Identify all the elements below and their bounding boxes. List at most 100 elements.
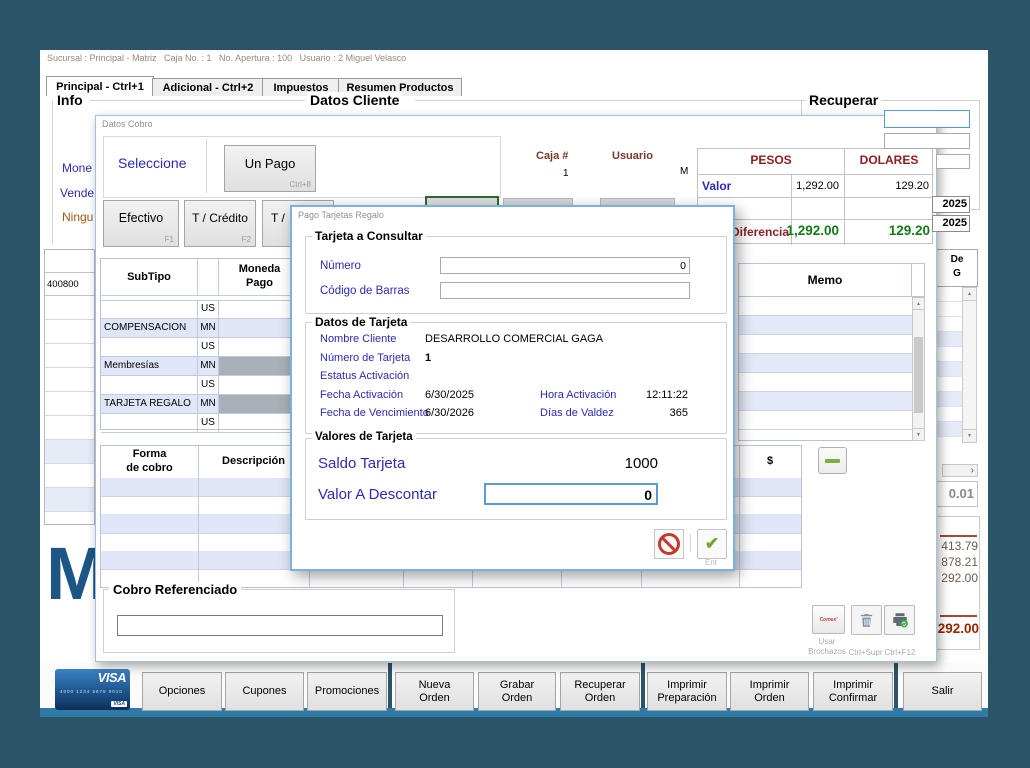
grid-row[interactable] — [937, 287, 962, 302]
subtotal-1: 413.79 — [941, 539, 978, 553]
total-rule — [940, 615, 977, 617]
reprint-button[interactable] — [884, 605, 915, 635]
left-grid-cell[interactable] — [45, 392, 94, 416]
grid-row[interactable] — [937, 302, 962, 317]
memo-row[interactable] — [739, 354, 912, 373]
scroll-right-icon[interactable]: › — [942, 464, 978, 477]
subtipo-row[interactable]: US — [101, 338, 301, 357]
grid-line — [698, 219, 934, 220]
group-datos-cliente-label: Datos Cliente — [307, 92, 403, 108]
subtipo-row[interactable]: US — [101, 300, 301, 319]
numero-input[interactable]: 0 — [440, 257, 690, 274]
grid-row[interactable] — [937, 437, 962, 451]
grid-row[interactable] — [937, 332, 962, 347]
grid-line — [198, 446, 199, 587]
memo-row[interactable] — [739, 373, 912, 392]
valores-tarjeta-label: Valores de Tarjeta — [312, 431, 416, 443]
left-grid-cell[interactable] — [45, 416, 94, 440]
promociones-button[interactable]: Promociones — [307, 672, 387, 711]
subtipo-row[interactable]: Membresías MN — [101, 357, 301, 376]
left-grid-cell[interactable] — [45, 488, 94, 512]
left-grid-cell[interactable] — [45, 368, 94, 392]
left-grid-cell[interactable] — [45, 344, 94, 368]
scroll-down-icon[interactable]: ▼ — [962, 429, 977, 443]
remove-payment-button[interactable] — [818, 447, 847, 474]
subtipo-row[interactable]: COMPENSACION MN — [101, 319, 301, 338]
valor-descontar-label: Valor A Descontar — [318, 486, 437, 503]
subtipo-row[interactable]: TARJETA REGALO MN — [101, 395, 301, 414]
date-field-bottom[interactable]: 2025 — [932, 215, 970, 232]
recuperar-input-3[interactable] — [936, 154, 970, 169]
grabar-orden-button[interactable]: Grabar Orden — [478, 672, 556, 711]
grid-header-blank — [198, 259, 219, 296]
dias-validez-label: Días de Valdez — [540, 407, 614, 419]
fecha-activacion-value: 6/30/2025 — [425, 389, 474, 401]
tarjeta-credito-button[interactable]: T / Crédito F2 — [184, 200, 256, 247]
recuperar-orden-button[interactable]: Recuperar Orden — [560, 672, 640, 711]
recuperar-input-focused[interactable] — [884, 110, 970, 128]
scroll-up-icon[interactable]: ▲ — [962, 287, 977, 301]
salir-button[interactable]: Salir — [903, 672, 982, 711]
importe-header: $ — [766, 455, 774, 467]
grid-row[interactable] — [937, 347, 962, 362]
recuperar-input-2[interactable] — [884, 133, 970, 149]
memo-header: Memo — [738, 263, 912, 297]
cupones-button[interactable]: Cupones — [225, 672, 304, 711]
accept-button[interactable]: ✔ — [697, 529, 727, 559]
un-pago-button[interactable]: Un Pago Ctrl+8 — [224, 145, 316, 192]
caja-label: Caja # — [536, 150, 569, 162]
grid-row[interactable] — [937, 317, 962, 332]
imprimir-confirmar-button[interactable]: Imprimir Confirmar — [813, 672, 893, 711]
valor-descontar-input[interactable]: 0 — [484, 483, 658, 505]
grid-row[interactable] — [937, 362, 962, 377]
cobro-referenciado-input[interactable] — [117, 615, 443, 636]
scroll-up-icon[interactable]: ▲ — [912, 297, 925, 310]
memo-row[interactable] — [739, 335, 912, 354]
memo-row[interactable] — [739, 392, 912, 411]
dias-validez-value: 365 — [669, 407, 688, 419]
subtipo-row[interactable]: US — [101, 414, 301, 433]
seleccione-label: Seleccione — [118, 155, 187, 171]
forma-cobro-header: Forma de cobro — [126, 448, 173, 474]
visa-card-image: VISA 4000 1234 5678 9010 VISA — [55, 669, 130, 710]
delete-payment-button[interactable] — [851, 605, 882, 635]
subtipo-row[interactable]: US — [101, 376, 301, 395]
tab-impuestos[interactable]: Impuestos — [262, 78, 340, 96]
memo-row[interactable] — [739, 316, 912, 335]
grid-row[interactable] — [937, 392, 962, 407]
scrollbar-track[interactable] — [962, 301, 977, 429]
group-line — [52, 101, 53, 245]
grid-row[interactable] — [937, 407, 962, 422]
diferencia-pesos: 1,292.00 — [786, 223, 839, 238]
fecha-vencimiento-value: 6/30/2026 — [425, 407, 474, 419]
grid-row[interactable] — [937, 377, 962, 392]
left-grid-cell[interactable] — [45, 320, 94, 344]
grid-row[interactable] — [937, 422, 962, 437]
opciones-button[interactable]: Opciones — [142, 672, 222, 711]
scroll-down-icon[interactable]: ▼ — [912, 428, 925, 441]
date-field-top[interactable]: 2025 — [932, 196, 970, 213]
memo-row[interactable] — [739, 297, 912, 316]
cancel-button[interactable] — [654, 529, 684, 559]
group-info-label: Info — [54, 92, 86, 108]
left-grid-cell[interactable] — [45, 464, 94, 488]
delete-shortcut-label: Ctrl+Supr — [848, 648, 883, 657]
imprimir-preparacion-button[interactable]: Imprimir Preparación — [647, 672, 727, 711]
memo-row[interactable] — [739, 411, 912, 430]
scrollbar-thumb[interactable] — [914, 337, 923, 413]
left-grid-cell[interactable]: 400800 — [45, 273, 94, 296]
comex-button[interactable]: Comex' — [812, 605, 845, 634]
nueva-orden-button[interactable]: Nueva Orden — [395, 672, 474, 711]
left-grid-header — [45, 250, 94, 273]
tab-resumen-productos[interactable]: Resumen Productos — [338, 78, 462, 96]
codigo-barras-input[interactable] — [440, 282, 690, 299]
grid-header-blank — [912, 263, 925, 297]
left-grid-cell[interactable] — [45, 296, 94, 320]
imprimir-orden-button[interactable]: Imprimir Orden — [730, 672, 809, 711]
efectivo-button[interactable]: Efectivo F1 — [103, 200, 179, 247]
group-line — [90, 100, 305, 101]
numero-label: Número — [320, 260, 361, 272]
left-grid-cell[interactable] — [45, 440, 94, 464]
tab-adicional[interactable]: Adicional - Ctrl+2 — [152, 78, 264, 96]
scrollbar-track[interactable] — [912, 310, 925, 428]
